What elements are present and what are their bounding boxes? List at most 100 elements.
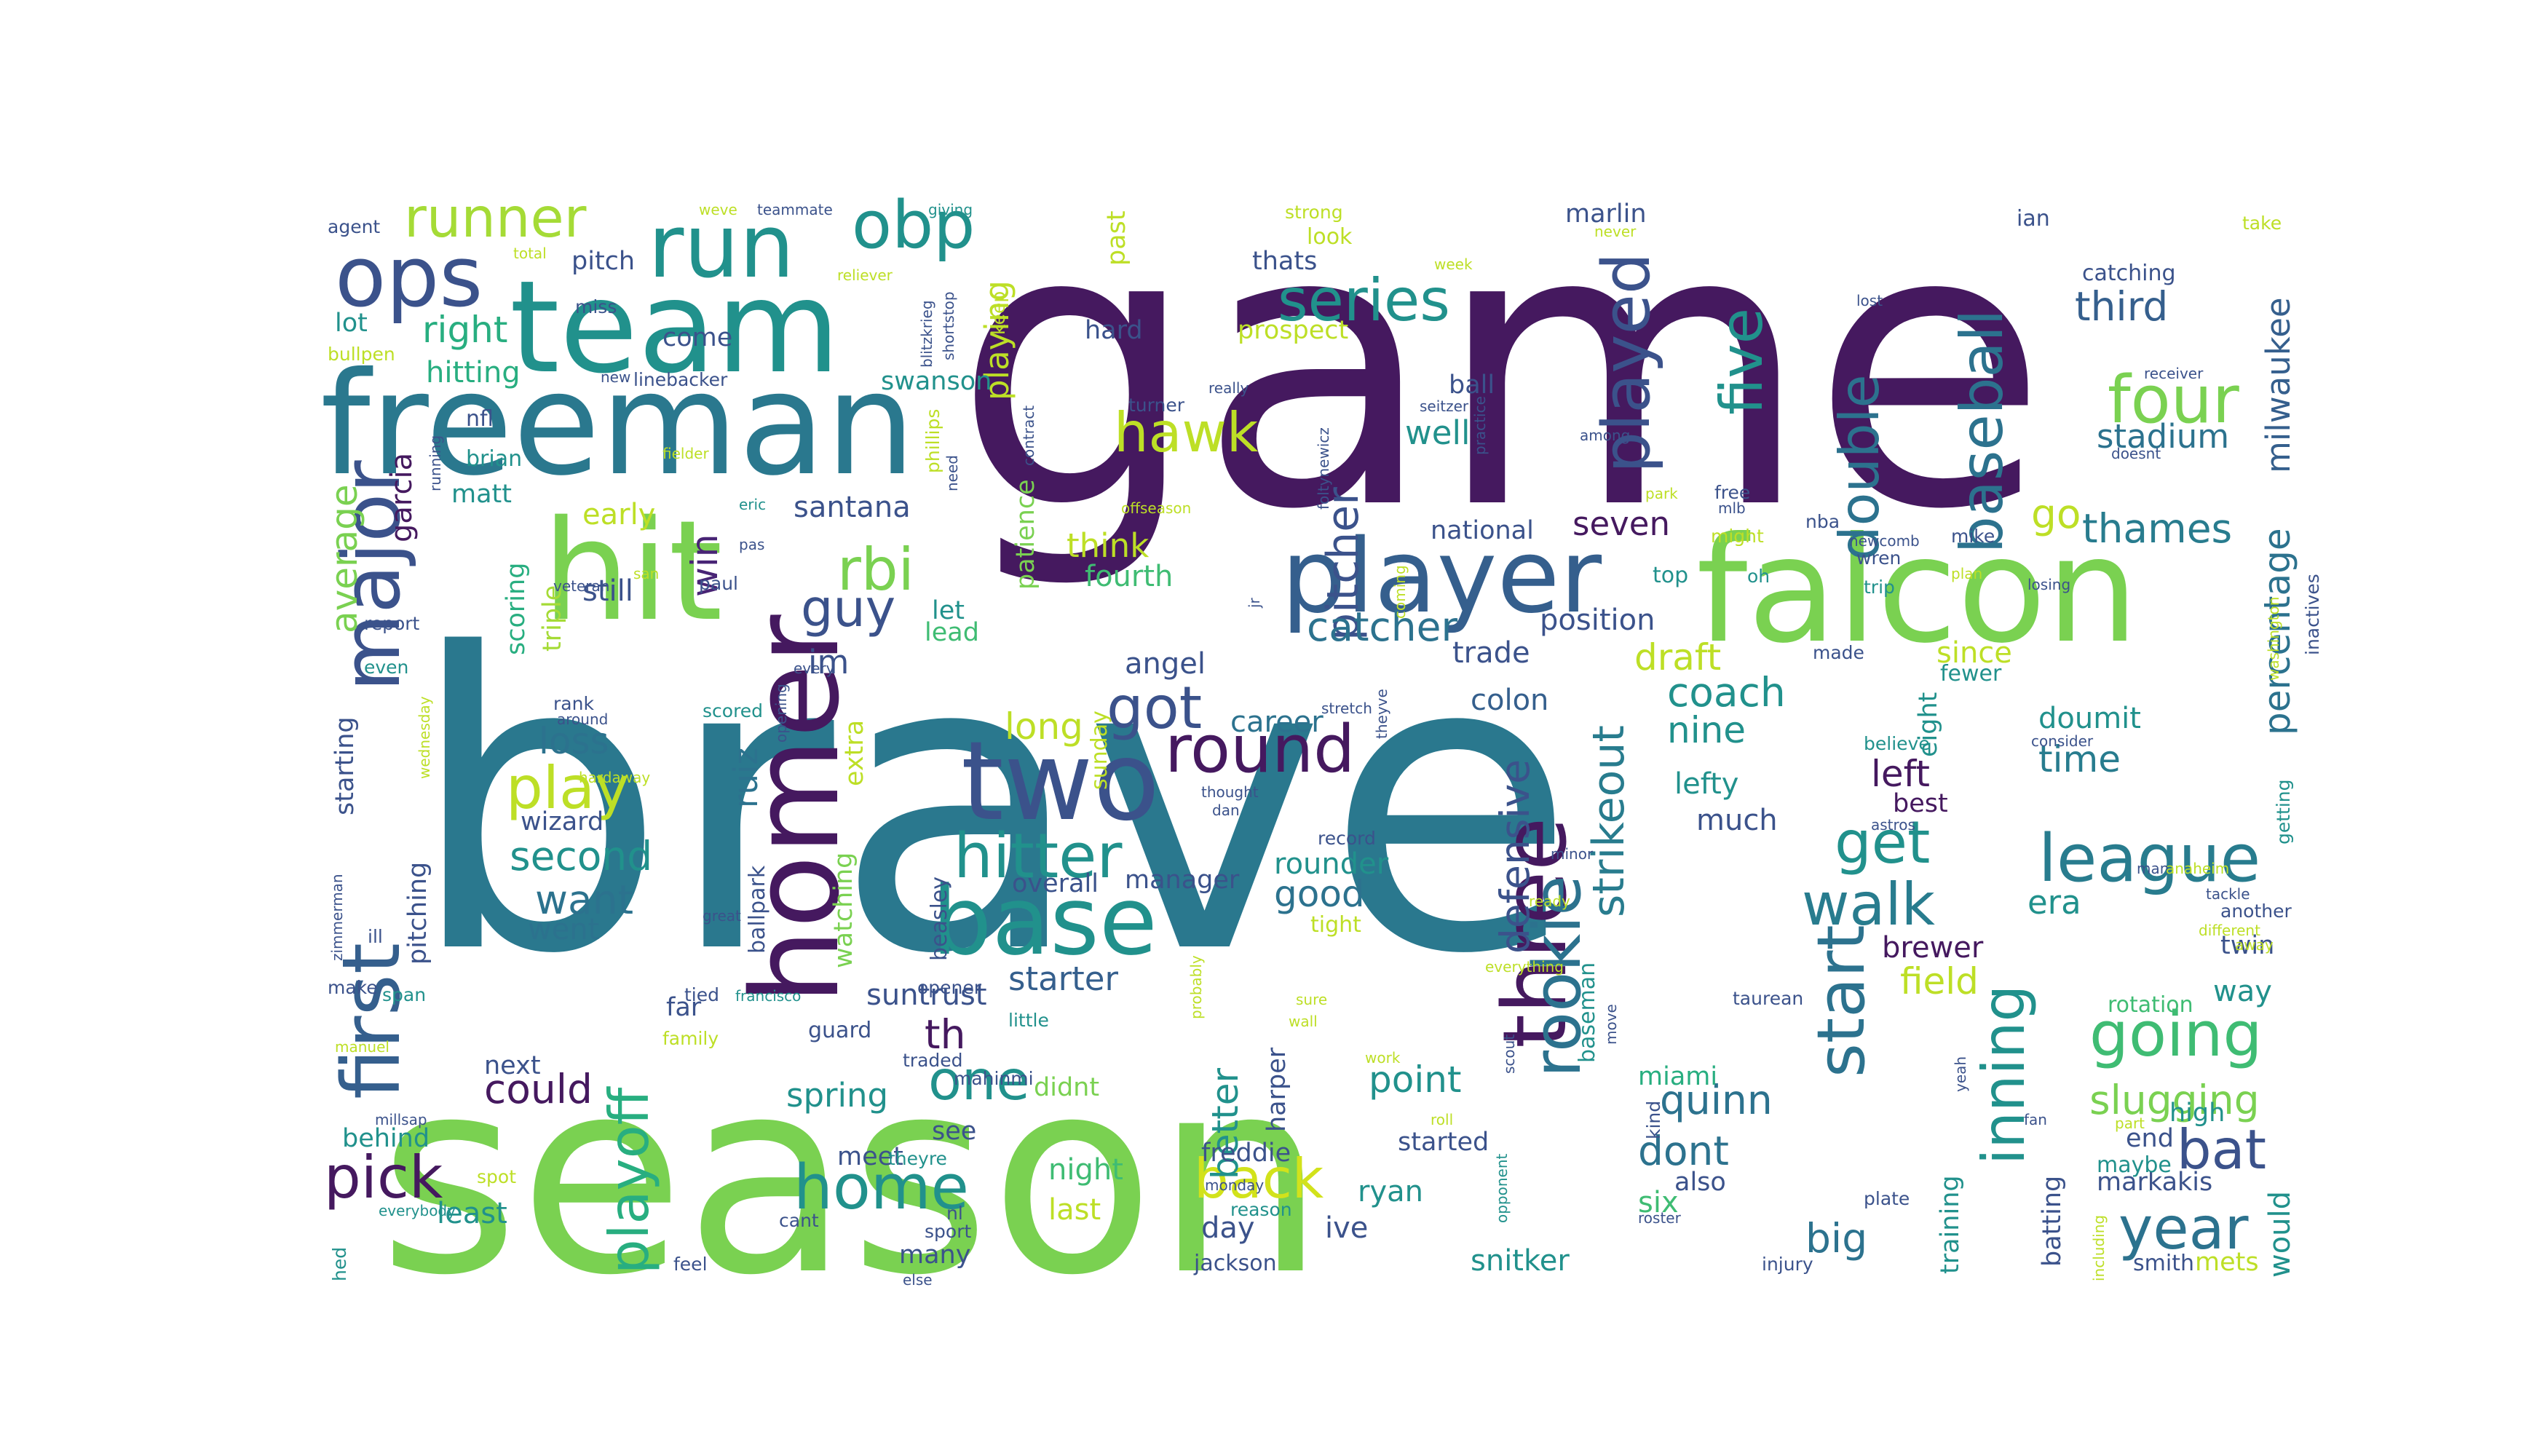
- word-let: let: [932, 596, 965, 625]
- word-mlb: mlb: [1718, 499, 1746, 517]
- word-hitting: hitting: [426, 356, 521, 389]
- word-probably: probably: [1187, 955, 1205, 1019]
- word-else: else: [903, 1271, 933, 1289]
- word-get: get: [1835, 809, 1930, 877]
- word-oh: oh: [1747, 566, 1770, 587]
- word-round: round: [1165, 711, 1355, 788]
- word-family: family: [662, 1028, 719, 1049]
- word-brewer: brewer: [1882, 931, 1984, 965]
- word-washington: washington: [2265, 597, 2282, 681]
- word-francisco: francisco: [735, 987, 801, 1005]
- word-miami: miami: [1638, 1062, 1717, 1091]
- word-season: season: [379, 1021, 1326, 1334]
- word-lost: lost: [1856, 292, 1883, 309]
- word-much: much: [1696, 804, 1778, 837]
- word-time: time: [2038, 738, 2121, 780]
- word-last: last: [1048, 1193, 1101, 1227]
- word-want: want: [535, 877, 633, 923]
- word-rotation: rotation: [2108, 992, 2193, 1018]
- word-including: including: [2090, 1215, 2108, 1281]
- word-harper: harper: [1262, 1047, 1291, 1132]
- word-started: started: [1398, 1128, 1489, 1157]
- word-offseason: offseason: [1121, 499, 1191, 517]
- word-consider: consider: [2031, 732, 2094, 750]
- word-coming: coming: [1391, 565, 1409, 619]
- word-see: see: [932, 1117, 976, 1146]
- word-maybe: maybe: [2097, 1152, 2172, 1178]
- word-hardaway: hardaway: [579, 769, 650, 786]
- word-paul: paul: [699, 573, 738, 594]
- word-injury: injury: [1762, 1254, 1813, 1275]
- word-ballpark: ballpark: [745, 865, 770, 954]
- word-astros: astros: [1871, 816, 1915, 834]
- word-third: third: [2075, 283, 2168, 330]
- word-foltynewicz: foltynewicz: [1315, 427, 1332, 510]
- word-smith: smith: [2133, 1251, 2194, 1276]
- word-coach: coach: [1667, 669, 1786, 716]
- word-high: high: [2169, 1099, 2225, 1128]
- word-obp: obp: [852, 187, 975, 264]
- word-scoring: scoring: [502, 563, 531, 655]
- word-turner: turner: [1128, 395, 1185, 416]
- word-day: day: [1201, 1211, 1255, 1245]
- word-yeah: yeah: [1952, 1056, 1969, 1092]
- word-base: base: [932, 866, 1158, 976]
- word-theyre: theyre: [888, 1148, 947, 1169]
- word-win: win: [684, 534, 726, 597]
- word-hit: hit: [542, 491, 723, 652]
- word-stadium: stadium: [2097, 417, 2229, 456]
- word-made: made: [1813, 642, 1864, 663]
- word-work: work: [1365, 1049, 1401, 1067]
- word-ops: ops: [335, 229, 483, 326]
- word-away: away: [2235, 936, 2274, 954]
- word-inning: inning: [1970, 985, 2038, 1165]
- word-receiver: receiver: [2144, 365, 2204, 382]
- word-six: six: [1638, 1186, 1679, 1219]
- word-taurean: taurean: [1733, 988, 1803, 1009]
- word-th: th: [925, 1011, 965, 1058]
- word-pas: pas: [739, 536, 764, 553]
- word-never: never: [1594, 223, 1637, 240]
- word-play: play: [506, 754, 629, 822]
- word-plan: plan: [1951, 565, 1982, 582]
- word-guard: guard: [808, 1018, 871, 1043]
- word-one: one: [928, 1048, 1030, 1112]
- word-san: san: [633, 565, 659, 582]
- word-pitch: pitch: [571, 247, 635, 276]
- word-played: played: [1588, 253, 1665, 473]
- word-span: span: [382, 984, 426, 1005]
- word-markakis: markakis: [2097, 1168, 2212, 1197]
- word-major: major: [325, 460, 418, 692]
- word-shortstop: shortstop: [940, 291, 957, 360]
- word-eight: eight: [1914, 692, 1943, 757]
- word-manuel: manuel: [335, 1038, 389, 1056]
- word-really: really: [1208, 379, 1249, 397]
- word-tied: tied: [684, 984, 719, 1005]
- word-manager: manager: [1125, 866, 1240, 895]
- word-end: end: [2126, 1124, 2174, 1153]
- word-even: even: [364, 657, 408, 678]
- word-starting: starting: [331, 716, 360, 815]
- word-record: record: [1318, 828, 1376, 849]
- word-beasley: beasley: [927, 877, 952, 961]
- word-jackson: jackson: [1193, 1251, 1277, 1276]
- word-newcomb: newcomb: [1849, 532, 1920, 550]
- word-move: move: [1602, 1004, 1620, 1045]
- word-doumit: doumit: [2038, 702, 2141, 735]
- word-bullpen: bullpen: [328, 344, 395, 365]
- word-best: best: [1893, 789, 1948, 818]
- word-back: back: [1194, 1147, 1324, 1211]
- word-strikeout: strikeout: [1583, 725, 1634, 917]
- word-night: night: [1048, 1153, 1123, 1187]
- word-fan: fan: [2024, 1111, 2047, 1128]
- word-fourth: fourth: [1085, 560, 1173, 593]
- word-series: series: [1278, 266, 1450, 334]
- word-three: three: [1485, 818, 1586, 1048]
- word-take: take: [2242, 213, 2282, 234]
- word-week: week: [1434, 256, 1473, 273]
- word-dont: dont: [1638, 1128, 1729, 1174]
- word-bat: bat: [2177, 1117, 2266, 1182]
- word-blitzkrieg: blitzkrieg: [918, 300, 935, 368]
- word-new: new: [601, 368, 630, 386]
- word-giving: giving: [928, 201, 973, 218]
